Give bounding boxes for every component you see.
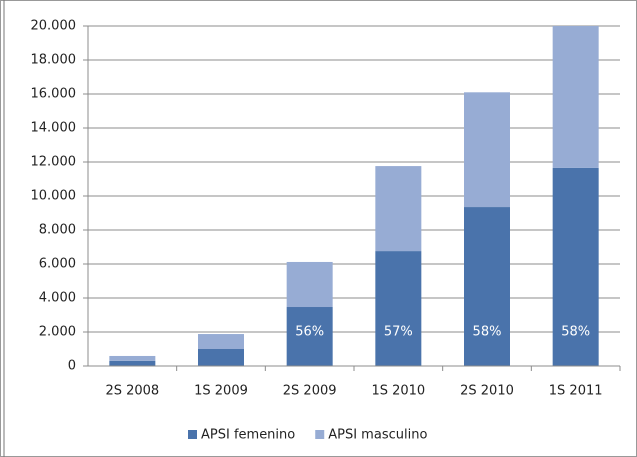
bar-segment xyxy=(286,261,333,308)
y-tick-label: 0 xyxy=(68,359,76,374)
bar-segment xyxy=(286,307,333,366)
y-tick-label: 8.000 xyxy=(39,223,76,238)
bar-segment xyxy=(464,207,510,366)
y-tick-label: 2.000 xyxy=(39,325,76,340)
bar-segment xyxy=(198,349,244,366)
value-label: 56% xyxy=(295,325,324,340)
y-tick-label: 16.000 xyxy=(31,87,77,102)
bar-segment xyxy=(109,360,156,366)
bar-segment xyxy=(109,355,156,361)
x-tick-label: 1S 2011 xyxy=(549,384,603,399)
bar-segment xyxy=(552,167,599,366)
y-tick-label: 12.000 xyxy=(31,155,77,170)
legend-label: APSI femenino xyxy=(201,428,295,443)
y-tick-label: 18.000 xyxy=(31,53,77,68)
x-tick-label: 2S 2009 xyxy=(283,384,337,399)
value-label: 58% xyxy=(561,325,590,340)
legend-swatch xyxy=(315,430,325,439)
x-tick-label: 2S 2008 xyxy=(105,384,159,399)
legend-label: APSI masculino xyxy=(328,428,427,443)
x-tick-label: 1S 2009 xyxy=(194,384,248,399)
y-tick-label: 10.000 xyxy=(31,189,77,204)
y-tick-label: 20.000 xyxy=(31,19,77,34)
x-tick-label: 1S 2010 xyxy=(371,384,425,399)
bar-segment xyxy=(198,334,244,349)
bar-segment xyxy=(464,92,510,208)
value-label: 58% xyxy=(473,325,502,340)
y-tick-label: 14.000 xyxy=(31,121,77,136)
bar-segment xyxy=(375,166,422,252)
x-tick-label: 2S 2010 xyxy=(460,384,514,399)
legend-swatch xyxy=(188,430,197,439)
value-label: 57% xyxy=(384,325,413,340)
bar-segment xyxy=(552,26,599,168)
y-tick-label: 6.000 xyxy=(39,257,76,272)
y-tick-label: 4.000 xyxy=(39,291,76,306)
bar-segment xyxy=(375,251,422,366)
